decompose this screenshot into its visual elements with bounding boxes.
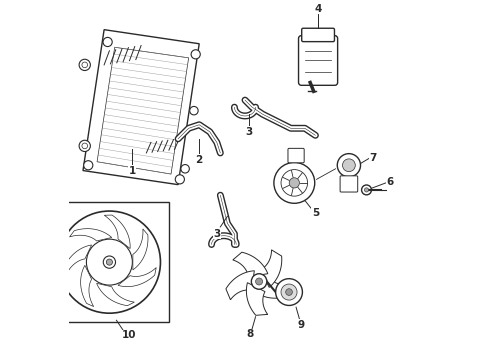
Circle shape <box>281 170 308 196</box>
Circle shape <box>256 278 263 285</box>
Text: 4: 4 <box>315 4 322 14</box>
Text: 2: 2 <box>196 155 203 165</box>
Text: 7: 7 <box>369 153 376 162</box>
Circle shape <box>191 50 200 59</box>
Circle shape <box>281 284 297 300</box>
Text: 3: 3 <box>245 127 252 137</box>
Circle shape <box>181 165 189 173</box>
Circle shape <box>190 107 198 115</box>
Circle shape <box>84 161 93 170</box>
Polygon shape <box>83 30 199 185</box>
Circle shape <box>289 178 299 188</box>
Circle shape <box>103 37 112 46</box>
Polygon shape <box>63 245 92 278</box>
Text: 10: 10 <box>122 330 136 340</box>
FancyBboxPatch shape <box>340 176 358 192</box>
Polygon shape <box>260 250 282 287</box>
Polygon shape <box>233 252 268 277</box>
Circle shape <box>274 162 315 203</box>
FancyBboxPatch shape <box>288 148 304 163</box>
Text: 1: 1 <box>129 166 136 176</box>
Circle shape <box>337 154 361 177</box>
Polygon shape <box>246 283 268 315</box>
Circle shape <box>343 159 355 172</box>
Polygon shape <box>104 215 130 249</box>
Text: 5: 5 <box>312 208 319 218</box>
Text: 8: 8 <box>246 329 254 339</box>
Circle shape <box>106 259 113 265</box>
Polygon shape <box>44 202 169 322</box>
Text: 3: 3 <box>213 229 220 239</box>
FancyBboxPatch shape <box>302 28 335 42</box>
Polygon shape <box>133 229 148 270</box>
Circle shape <box>365 188 368 192</box>
Polygon shape <box>97 47 189 174</box>
Circle shape <box>86 239 132 285</box>
Circle shape <box>58 211 160 313</box>
FancyBboxPatch shape <box>298 36 338 85</box>
Circle shape <box>276 279 302 305</box>
Circle shape <box>103 256 116 268</box>
Polygon shape <box>118 267 156 287</box>
Polygon shape <box>70 229 112 241</box>
Circle shape <box>79 140 90 152</box>
Text: 9: 9 <box>298 320 305 330</box>
Circle shape <box>251 274 267 289</box>
Polygon shape <box>257 279 293 298</box>
Circle shape <box>175 175 184 184</box>
Circle shape <box>286 289 293 296</box>
Circle shape <box>362 185 371 195</box>
Circle shape <box>79 59 90 71</box>
Text: 6: 6 <box>387 177 394 187</box>
Polygon shape <box>97 283 134 306</box>
Polygon shape <box>226 271 254 300</box>
Polygon shape <box>81 265 94 307</box>
